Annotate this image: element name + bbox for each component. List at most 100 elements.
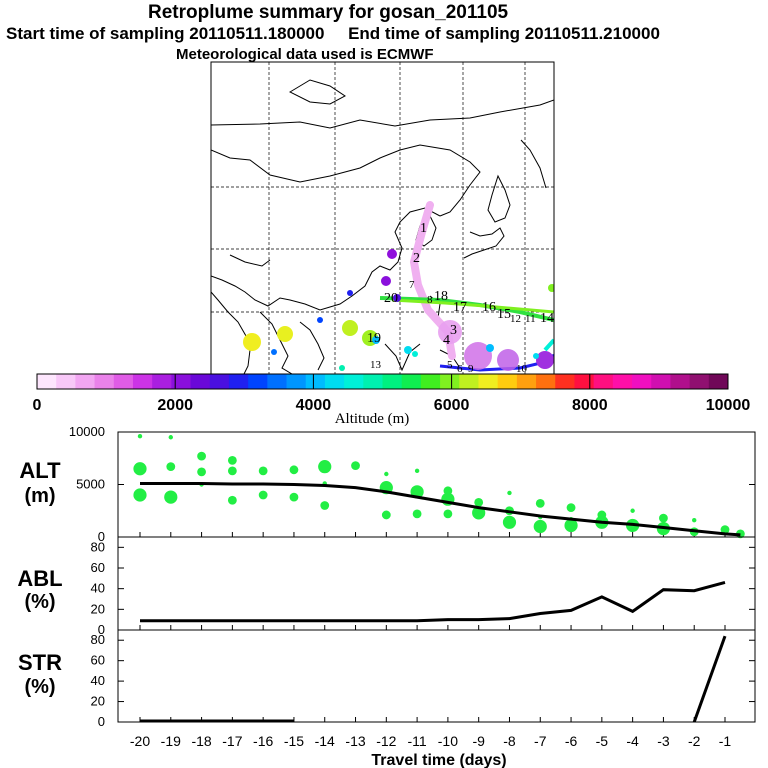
coastline (487, 174, 511, 223)
x-tick-label: -20 (130, 733, 150, 749)
map-day-label: 1 (420, 221, 427, 236)
colorbar-swatch (420, 374, 441, 389)
x-tick-label: -9 (472, 733, 485, 749)
x-tick-label: -1 (719, 733, 732, 749)
abl-panel-label: ABL (17, 566, 62, 591)
alt-plume-point (137, 434, 143, 439)
alt-plume-point (320, 501, 330, 510)
coastline (211, 291, 251, 374)
colorbar-swatch (689, 374, 710, 389)
x-tick-label: -2 (688, 733, 701, 749)
colorbar-swatch (248, 374, 268, 389)
colorbar-swatch (286, 374, 307, 389)
alt-panel-unit: (m) (24, 485, 55, 507)
colorbar-swatch (593, 374, 614, 389)
map-graticule (211, 62, 554, 374)
map-day-label: 15 (497, 307, 511, 322)
alt-plume-point (443, 509, 453, 519)
alt-plume-point (258, 466, 268, 476)
x-tick-label: -16 (253, 733, 273, 749)
x-tick-label: -14 (315, 733, 335, 749)
x-tick-label: -19 (161, 733, 181, 749)
coastline (211, 207, 441, 311)
map-day-label: 2 (413, 251, 420, 266)
alt-plume-point (474, 497, 484, 507)
colorbar-swatch (440, 374, 460, 389)
x-tick-label: -12 (376, 733, 396, 749)
alt-plume-point (535, 499, 545, 508)
alt-plume-point (659, 513, 668, 523)
colorbar-tick-label: 4000 (296, 397, 332, 414)
map-day-label: 4 (443, 333, 450, 348)
x-tick-label: -10 (438, 733, 458, 749)
colorbar-tick-label: 0 (33, 397, 42, 414)
plume-track (243, 201, 554, 372)
str-panel-unit: (%) (24, 676, 55, 698)
colorbar-swatch (37, 374, 57, 389)
colorbar-swatch (574, 374, 595, 389)
alt-plume-point (227, 466, 237, 476)
colorbar-tick-label: 10000 (706, 397, 751, 414)
abl-y-tick-label: 0 (98, 622, 105, 637)
alt-series-line (140, 481, 741, 537)
map-day-label: 7 (409, 279, 415, 291)
alt-plume-point (630, 508, 635, 513)
map-day-label: 9 (468, 363, 474, 375)
alt-plume-point (564, 518, 578, 533)
colorbar-swatch (171, 374, 192, 389)
alt-plume-point (318, 460, 332, 474)
alt-plume-point (227, 455, 237, 465)
abl-panel-unit: (%) (24, 591, 55, 613)
colorbar-swatch (209, 374, 230, 389)
colorbar-swatch (670, 374, 691, 389)
x-tick-label: -8 (503, 733, 516, 749)
abl-y-tick-label: 20 (91, 601, 105, 616)
alt-plume-point (289, 465, 299, 475)
colorbar-swatch (478, 374, 499, 389)
alt-panel-label: ALT (19, 458, 61, 483)
map-day-label: 10 (516, 363, 528, 375)
abl-y-tick-label: 60 (91, 560, 105, 575)
colorbar-swatch (113, 374, 134, 389)
str-series-line (692, 635, 727, 723)
map-day-label: 20 (384, 291, 398, 306)
colorbar-swatch (267, 374, 288, 389)
alt-plume-point (197, 451, 206, 461)
coastline (288, 79, 346, 105)
x-tick-label: -17 (222, 733, 242, 749)
colorbar-swatch (305, 374, 326, 389)
x-axis-label: Travel time (days) (371, 752, 506, 768)
colorbar-swatch (708, 374, 729, 389)
coastline (463, 227, 505, 259)
colorbar-swatch (75, 374, 96, 389)
str-y-tick-label: 20 (91, 694, 105, 709)
str-panel-frame (117, 629, 756, 723)
x-tick-label: -4 (626, 733, 639, 749)
str-y-tick-label: 40 (91, 673, 105, 688)
str-y-tick-label: 80 (91, 632, 105, 647)
map-day-label: 3 (450, 323, 457, 338)
colorbar-swatch (516, 374, 537, 389)
x-tick-label: -13 (345, 733, 365, 749)
str-panel-label: STR (18, 650, 62, 675)
alt-plume-point (692, 518, 697, 523)
coastline (259, 311, 293, 374)
alt-plume-point (502, 515, 517, 529)
colorbar-swatch (612, 374, 633, 389)
alt-plume-point (414, 468, 420, 474)
coastline (211, 99, 554, 129)
alt-plume-point (566, 503, 576, 512)
colorbar-swatch (555, 374, 575, 389)
colorbar-tick-label: 6000 (434, 397, 470, 414)
alt-plume-point (351, 461, 360, 470)
x-tick-label: -3 (657, 733, 670, 749)
alt-plume-point (258, 490, 268, 500)
alt-plume-point (412, 509, 422, 519)
x-tick-label: -18 (191, 733, 211, 749)
colorbar-swatch (344, 374, 364, 389)
map-day-label: 5 (447, 359, 453, 371)
str-y-tick-label: 60 (91, 653, 105, 668)
alt-plume-point (384, 471, 389, 477)
alt-y-tick-label: 5000 (76, 477, 105, 492)
